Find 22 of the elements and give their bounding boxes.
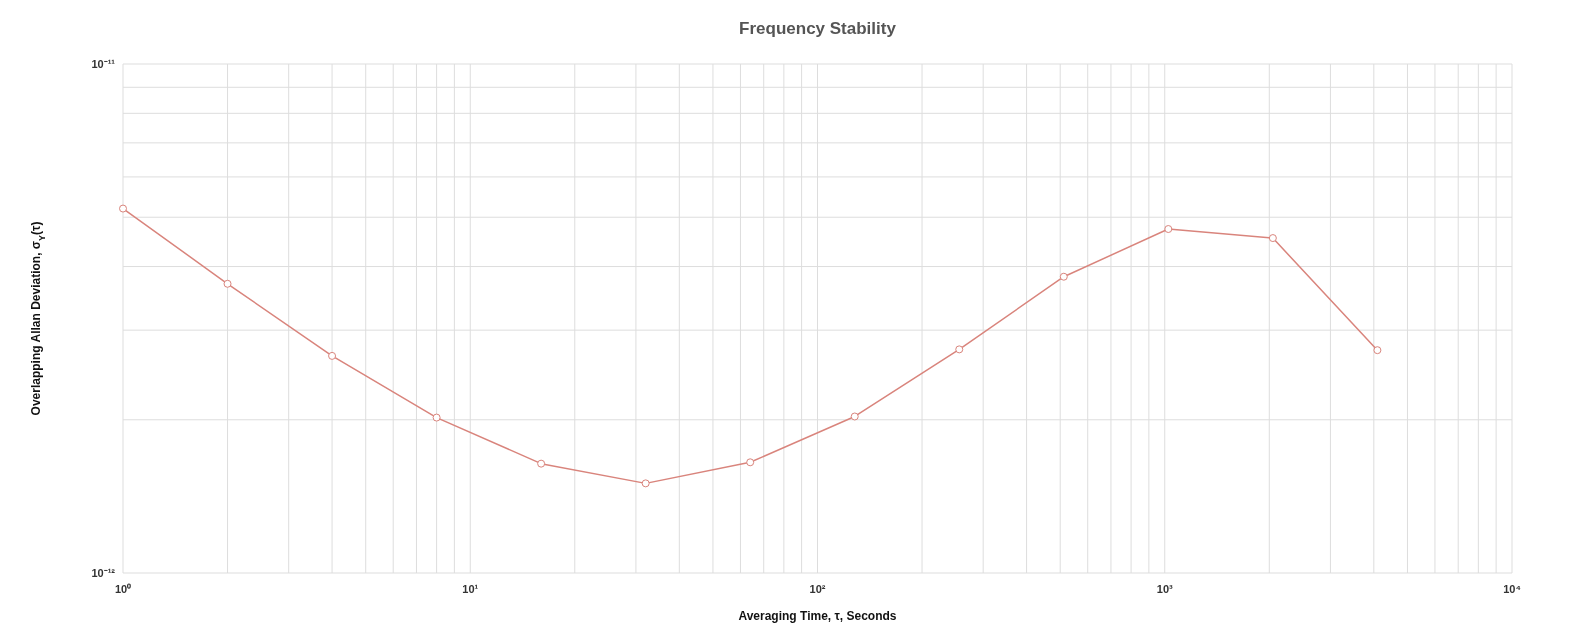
x-tick-label: 10³ [1156, 583, 1174, 595]
point [641, 479, 650, 488]
point [1268, 234, 1277, 243]
point [1164, 225, 1173, 234]
point [1373, 346, 1382, 355]
point [328, 351, 337, 360]
point [119, 204, 127, 213]
x-tick-label: 10⁰ [114, 583, 132, 595]
point [850, 412, 859, 421]
chart-title: Frequency Stability [739, 19, 897, 38]
point [537, 459, 546, 468]
point [746, 458, 755, 467]
point [432, 413, 441, 422]
x-axis-title: Averaging Time, τ, Seconds [738, 609, 897, 623]
point [1059, 272, 1068, 281]
y-tick-label: 10⁻¹² [91, 567, 116, 579]
x-tick-label: 10¹ [462, 583, 479, 595]
point [955, 345, 964, 354]
x-tick-label: 10⁴ [1503, 583, 1521, 595]
y-tick-label: 10⁻¹¹ [91, 58, 116, 70]
x-tick-label: 10² [809, 583, 826, 595]
point [223, 279, 232, 288]
